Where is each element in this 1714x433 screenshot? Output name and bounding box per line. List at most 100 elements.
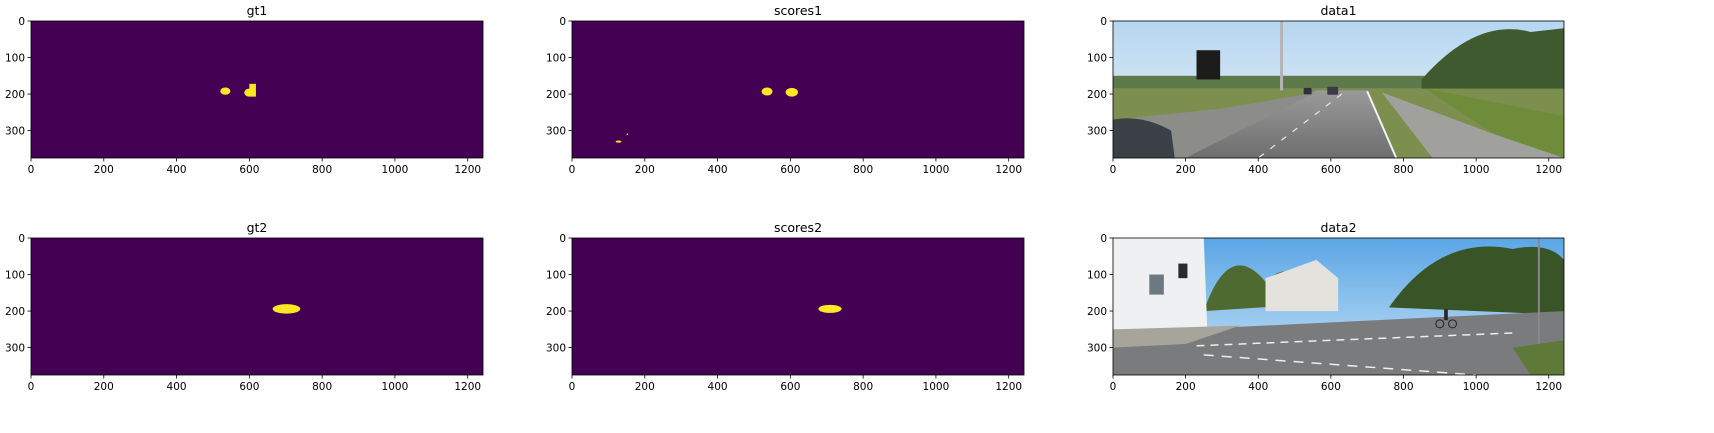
x-tick-label: 1200 bbox=[1535, 164, 1562, 176]
panel-data1: data1 0 200 400 600 800 1000 1200 0 100 200 300 bbox=[1087, 3, 1565, 176]
x-tick-label: 800 bbox=[1393, 164, 1413, 176]
x-tick-label: 600 bbox=[780, 381, 800, 393]
x-tick-label: 200 bbox=[635, 164, 655, 176]
x-tick-label: 1000 bbox=[382, 381, 409, 393]
axes-frame bbox=[1112, 237, 1565, 376]
cyclist-wheel bbox=[1435, 319, 1445, 329]
x-tick-label: 800 bbox=[312, 381, 332, 393]
x-tick-label: 0 bbox=[569, 164, 576, 176]
cyclist bbox=[1444, 309, 1448, 321]
crosswalk-line bbox=[1196, 332, 1513, 347]
x-tick-label: 600 bbox=[1321, 381, 1341, 393]
x-tick-label: 800 bbox=[1393, 381, 1413, 393]
mask-blob bbox=[615, 140, 622, 143]
car bbox=[1303, 87, 1312, 95]
x-tick-label: 1000 bbox=[382, 164, 409, 176]
y-tick-label: 0 bbox=[559, 16, 566, 28]
mask-blob bbox=[818, 304, 842, 313]
y-tick-label: 100 bbox=[5, 270, 25, 282]
panel-gt1: gt1 0 200 400 600 800 1000 1200 0 100 200 300 bbox=[5, 3, 484, 176]
mask-background bbox=[572, 21, 1024, 158]
panel-title: scores1 bbox=[774, 3, 822, 18]
panel-data2: data2 0 200 400 600 800 1000 1200 0 100 200 300 bbox=[1087, 220, 1565, 393]
y-tick-label: 0 bbox=[1100, 233, 1107, 245]
axes-frame bbox=[571, 20, 1025, 159]
panel-title: gt1 bbox=[247, 3, 268, 18]
mask-blob bbox=[761, 87, 773, 96]
x-tick-label: 0 bbox=[28, 164, 35, 176]
y-tick-label: 300 bbox=[546, 343, 566, 355]
y-tick-label: 200 bbox=[5, 306, 25, 318]
lane-line bbox=[1366, 90, 1398, 158]
x-tick-label: 1200 bbox=[995, 164, 1022, 176]
x-tick-label: 1200 bbox=[454, 381, 481, 393]
x-tick-label: 800 bbox=[853, 381, 873, 393]
axes-frame bbox=[30, 20, 484, 159]
y-tick-label: 300 bbox=[546, 126, 566, 138]
x-tick-label: 0 bbox=[1110, 164, 1117, 176]
car bbox=[1327, 86, 1339, 95]
crosswalk-line bbox=[1203, 354, 1477, 375]
x-tick-label: 600 bbox=[1321, 164, 1341, 176]
mask-blob bbox=[626, 133, 629, 136]
house bbox=[1265, 259, 1339, 312]
x-tick-label: 400 bbox=[1248, 164, 1268, 176]
y-tick-label: 100 bbox=[1087, 270, 1107, 282]
axes-frame bbox=[30, 237, 484, 376]
parked-car bbox=[1113, 118, 1175, 158]
y-tick-label: 200 bbox=[546, 89, 566, 101]
y-tick-label: 0 bbox=[18, 233, 25, 245]
y-tick-label: 200 bbox=[1087, 89, 1107, 101]
y-tick-label: 0 bbox=[18, 16, 25, 28]
window bbox=[1149, 274, 1164, 295]
x-tick-label: 200 bbox=[94, 381, 114, 393]
panel-scores2: scores2 0 200 400 600 800 1000 1200 0 100 200 300 bbox=[546, 220, 1025, 393]
panel-title: data1 bbox=[1320, 3, 1356, 18]
mask-blob bbox=[249, 83, 256, 97]
large-trees bbox=[1421, 28, 1564, 91]
x-tick-label: 400 bbox=[167, 164, 187, 176]
road bbox=[1185, 90, 1397, 158]
pole bbox=[1537, 238, 1540, 344]
y-tick-label: 100 bbox=[546, 53, 566, 65]
axes-frame bbox=[571, 237, 1025, 376]
x-tick-label: 400 bbox=[167, 381, 187, 393]
y-tick-label: 300 bbox=[1087, 126, 1107, 138]
panel-title: data2 bbox=[1320, 220, 1356, 235]
x-tick-label: 1200 bbox=[1535, 381, 1562, 393]
trees-right bbox=[1388, 246, 1564, 315]
cyclist-wheel bbox=[1448, 319, 1458, 329]
traffic-light bbox=[1178, 263, 1188, 279]
mask-blob bbox=[785, 87, 799, 97]
billboard bbox=[1196, 50, 1221, 80]
y-tick-label: 200 bbox=[1087, 306, 1107, 318]
x-tick-label: 400 bbox=[708, 164, 728, 176]
right-grass bbox=[1425, 88, 1564, 158]
panel-title: scores2 bbox=[774, 220, 822, 235]
x-tick-label: 1000 bbox=[1463, 164, 1490, 176]
y-tick-label: 0 bbox=[559, 233, 566, 245]
x-tick-label: 400 bbox=[708, 381, 728, 393]
panel-title: gt2 bbox=[247, 220, 268, 235]
x-tick-label: 800 bbox=[312, 164, 332, 176]
mask-background bbox=[31, 21, 483, 158]
y-tick-label: 0 bbox=[1100, 16, 1107, 28]
road bbox=[1113, 311, 1564, 375]
y-tick-label: 300 bbox=[5, 126, 25, 138]
y-tick-label: 200 bbox=[546, 306, 566, 318]
mask-background bbox=[31, 238, 483, 375]
bike-lane bbox=[1381, 92, 1564, 158]
mask-blob bbox=[220, 87, 231, 95]
plot-area bbox=[572, 238, 1024, 375]
x-tick-label: 200 bbox=[1176, 381, 1196, 393]
pole bbox=[1280, 21, 1284, 91]
x-tick-label: 200 bbox=[94, 164, 114, 176]
plot-area bbox=[572, 21, 1024, 158]
x-tick-label: 1200 bbox=[454, 164, 481, 176]
mask-blob bbox=[272, 304, 301, 314]
plot-area bbox=[1113, 21, 1564, 158]
x-tick-label: 600 bbox=[239, 381, 259, 393]
x-tick-label: 600 bbox=[780, 164, 800, 176]
y-tick-label: 300 bbox=[5, 343, 25, 355]
